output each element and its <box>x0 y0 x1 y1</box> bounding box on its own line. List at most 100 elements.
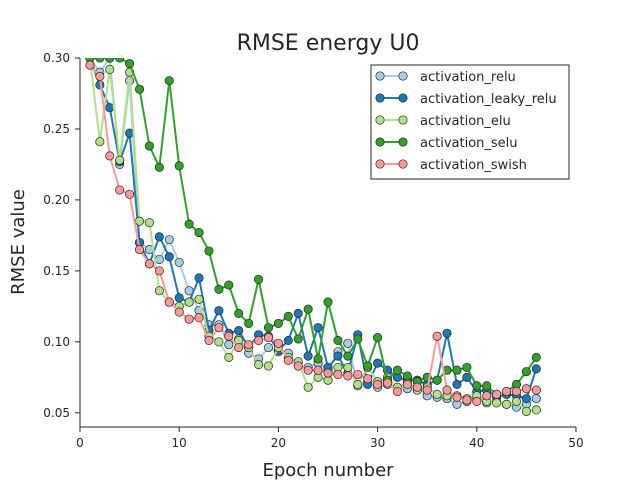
data-point <box>531 394 541 404</box>
data-point <box>273 318 283 328</box>
data-point <box>303 365 313 375</box>
data-point <box>174 307 184 317</box>
data-point <box>392 386 402 397</box>
data-point <box>263 361 274 371</box>
data-point <box>313 354 323 364</box>
y-tick-label: 0.10 <box>43 335 70 349</box>
data-point <box>254 360 264 370</box>
data-point <box>194 294 204 304</box>
data-point <box>333 335 343 345</box>
data-point <box>244 340 254 350</box>
y-tick-label: 0.20 <box>43 193 70 207</box>
data-point <box>521 394 531 404</box>
data-point <box>392 365 402 375</box>
data-point <box>313 365 323 375</box>
data-point <box>184 219 194 229</box>
data-point <box>402 379 412 389</box>
legend-label: activation_selu <box>420 136 518 151</box>
data-point <box>204 335 214 345</box>
series-line <box>89 58 537 409</box>
x-tick-label: 30 <box>370 436 385 450</box>
legend-item: activation_swish <box>375 158 527 173</box>
data-point <box>293 334 303 344</box>
data-point <box>511 386 522 397</box>
data-point <box>263 333 274 343</box>
x-tick-label: 10 <box>172 436 187 450</box>
data-point <box>343 371 353 381</box>
data-point <box>452 365 462 375</box>
data-point <box>164 235 174 245</box>
legend-marker <box>398 115 408 125</box>
data-point <box>85 60 95 70</box>
legend-item: activation_elu <box>375 114 511 129</box>
x-tick-label: 20 <box>271 436 286 450</box>
data-point <box>462 372 472 382</box>
data-point <box>303 382 313 392</box>
data-point <box>353 379 363 389</box>
data-point <box>283 355 293 365</box>
legend-marker <box>375 115 385 125</box>
series-line <box>88 58 537 413</box>
data-point <box>204 246 214 256</box>
data-point <box>174 161 184 171</box>
data-point <box>283 335 293 345</box>
data-point <box>134 245 145 255</box>
data-point <box>343 351 353 361</box>
data-point <box>144 141 154 151</box>
legend-label: activation_relu <box>420 70 516 85</box>
data-point <box>482 381 492 391</box>
data-point <box>105 151 115 161</box>
data-point <box>154 232 164 242</box>
data-point <box>521 406 531 416</box>
data-point <box>254 335 264 345</box>
data-point <box>214 337 224 347</box>
plot-area <box>79 58 576 428</box>
series-layer <box>85 58 541 416</box>
data-point <box>95 137 105 147</box>
data-point <box>234 325 244 336</box>
data-point <box>521 384 531 394</box>
data-point <box>353 369 363 380</box>
data-point <box>283 311 293 321</box>
legend-item: activation_leaky_relu <box>375 92 557 107</box>
data-point <box>442 328 452 338</box>
y-tick-label: 0.05 <box>43 406 70 420</box>
data-point <box>531 405 541 415</box>
data-point <box>164 297 174 307</box>
legend-marker <box>375 71 385 81</box>
legend-marker <box>398 93 408 103</box>
legend-marker <box>398 159 408 169</box>
data-point <box>502 399 512 409</box>
data-point <box>194 313 204 323</box>
data-point <box>105 64 115 74</box>
data-point <box>214 306 224 316</box>
y-tick-label: 0.30 <box>43 51 70 65</box>
data-point <box>95 58 105 63</box>
data-point <box>452 379 462 389</box>
series-activation_leaky_relu <box>85 58 541 404</box>
data-point <box>254 274 264 284</box>
data-point <box>492 389 502 399</box>
data-point <box>402 371 412 381</box>
data-point <box>432 375 442 385</box>
data-point <box>154 254 164 265</box>
legend-marker <box>375 159 385 169</box>
data-point <box>531 385 541 395</box>
data-point <box>194 228 204 238</box>
data-point <box>164 76 174 86</box>
data-point <box>134 84 145 94</box>
data-point <box>125 189 135 199</box>
x-axis-label: Epoch number <box>262 460 394 480</box>
data-point <box>184 297 194 307</box>
y-tick-label: 0.25 <box>43 122 70 136</box>
data-point <box>144 259 154 269</box>
data-point <box>95 71 105 81</box>
data-point <box>174 293 184 303</box>
data-point <box>313 323 323 333</box>
data-point <box>531 364 541 374</box>
data-point <box>224 352 234 363</box>
data-point <box>502 386 512 397</box>
data-point <box>432 331 442 341</box>
data-point <box>214 284 224 294</box>
data-point <box>234 342 244 353</box>
